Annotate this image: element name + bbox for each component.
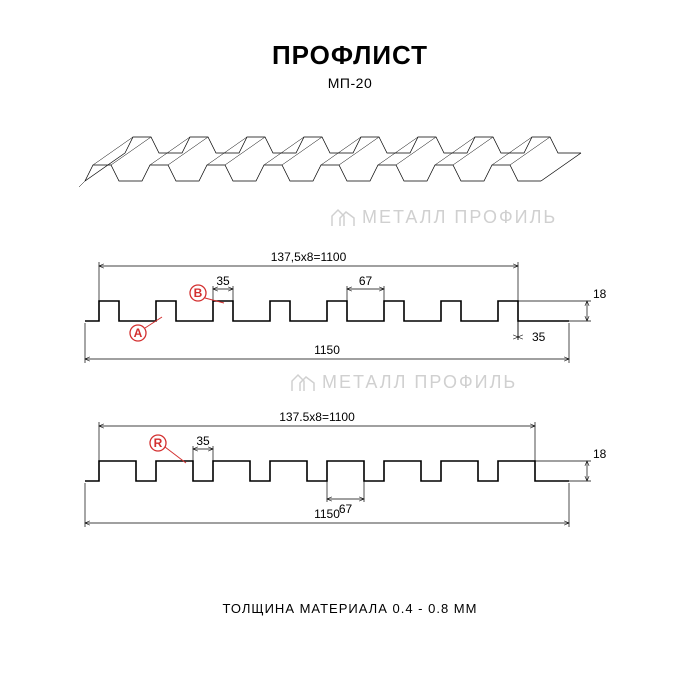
- svg-text:18: 18: [593, 287, 607, 301]
- svg-text:35: 35: [216, 274, 230, 288]
- technical-drawing: 137,5х8=1100356711503518BA 137.5х8=11003…: [30, 121, 670, 581]
- cross-section-r: 137.5х8=1100 35 671150 18 R: [85, 410, 607, 527]
- svg-text:1150: 1150: [314, 343, 340, 357]
- svg-text:R: R: [154, 436, 163, 450]
- perspective-view: [79, 137, 581, 187]
- svg-text:B: B: [194, 286, 203, 300]
- svg-text:A: A: [134, 326, 143, 340]
- svg-text:137.5х8=1100: 137.5х8=1100: [279, 410, 355, 424]
- svg-text:67: 67: [359, 274, 373, 288]
- page-title: ПРОФЛИСТ: [30, 40, 670, 71]
- footer-thickness: ТОЛЩИНА МАТЕРИАЛА 0.4 - 0.8 ММ: [30, 601, 670, 616]
- svg-text:137,5х8=1100: 137,5х8=1100: [271, 250, 347, 264]
- page-subtitle: МП-20: [30, 75, 670, 91]
- cross-section-a: 137,5х8=1100 35 67 1150 35 18 B A: [85, 250, 607, 363]
- svg-text:18: 18: [593, 447, 607, 461]
- svg-text:67: 67: [339, 502, 353, 516]
- svg-text:35: 35: [196, 434, 210, 448]
- svg-text:1150: 1150: [314, 507, 340, 521]
- diagram-area: МЕТАЛЛ ПРОФИЛЬ МЕТАЛЛ ПРОФИЛЬ 137,5х8=11…: [30, 121, 670, 581]
- svg-text:35: 35: [532, 330, 546, 344]
